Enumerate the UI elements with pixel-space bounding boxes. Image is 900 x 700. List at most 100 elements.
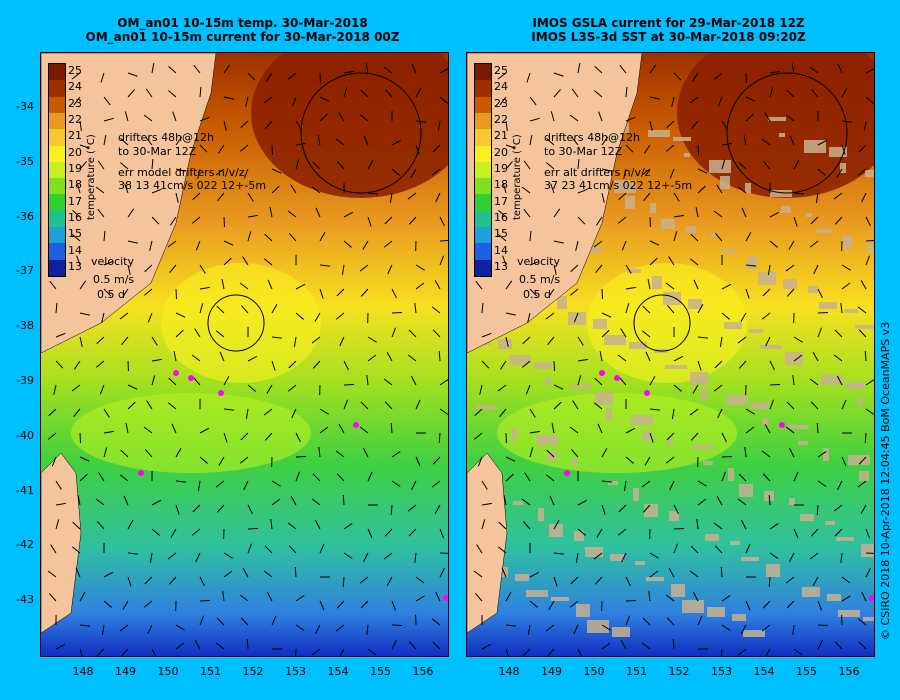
current-arrow	[79, 592, 86, 602]
right-longitude-label: 149	[541, 665, 562, 678]
current-arrow	[127, 72, 138, 77]
current-arrow	[793, 160, 800, 170]
current-arrow	[391, 311, 403, 314]
current-arrow	[363, 135, 369, 146]
current-arrow	[143, 114, 153, 122]
current-arrow	[642, 504, 651, 513]
current-arrow	[335, 624, 345, 632]
current-arrow	[505, 456, 516, 462]
current-arrow	[545, 312, 555, 320]
current-arrow	[175, 136, 183, 146]
current-arrow	[362, 240, 369, 250]
current-arrow	[175, 448, 182, 458]
current-arrow	[390, 504, 393, 516]
current-arrow	[217, 192, 225, 201]
current-arrow	[193, 64, 201, 74]
current-arrow	[721, 471, 727, 482]
cloud-mask	[848, 455, 870, 465]
current-arrow	[502, 183, 507, 194]
right-longitude-label: 154	[753, 665, 775, 678]
current-arrow	[720, 566, 723, 578]
current-arrow	[263, 408, 273, 416]
current-arrow	[697, 360, 702, 371]
left-longitude-label: 150	[157, 665, 179, 678]
current-arrow	[745, 408, 755, 415]
current-arrow	[367, 471, 373, 482]
colorbar-swatch	[475, 145, 491, 163]
current-arrow	[817, 139, 828, 146]
current-arrow	[625, 615, 631, 626]
current-arrow	[312, 473, 321, 482]
current-arrow	[103, 260, 114, 266]
current-arrow	[414, 552, 417, 563]
current-arrow	[673, 192, 680, 202]
current-arrow	[816, 504, 819, 516]
current-arrow	[529, 600, 538, 608]
left-map[interactable]	[40, 52, 449, 657]
current-arrow	[336, 473, 345, 482]
latitude-label: -36	[16, 209, 34, 223]
cloud-mask	[747, 256, 757, 269]
land-mainland	[467, 53, 643, 354]
right-colorbar-tick: 17	[494, 194, 508, 208]
latitude-label: -41	[16, 483, 34, 497]
current-arrow	[577, 648, 583, 656]
current-arrow	[865, 240, 874, 242]
current-arrow	[601, 624, 611, 631]
current-arrow	[79, 473, 88, 482]
current-arrow	[103, 135, 107, 146]
current-arrow	[625, 286, 636, 290]
current-arrow	[689, 96, 699, 104]
colorbar-swatch	[475, 259, 491, 277]
current-arrow	[337, 161, 345, 170]
current-arrow	[529, 117, 540, 122]
current-arrow	[339, 648, 345, 656]
current-arrow	[359, 264, 369, 272]
current-arrow	[407, 354, 417, 362]
current-arrow	[175, 480, 186, 483]
current-arrow	[367, 160, 374, 170]
cloud-mask	[650, 203, 656, 213]
warm-core-eddy	[587, 263, 747, 383]
current-arrow	[769, 522, 779, 530]
cloud-mask	[587, 620, 609, 633]
cloud-mask	[823, 448, 829, 461]
cloud-mask	[570, 385, 592, 389]
current-arrow	[415, 144, 420, 155]
current-arrow	[522, 336, 531, 345]
latitude-label: -43	[16, 593, 34, 607]
latitude-label: -37	[16, 264, 34, 278]
current-arrow	[120, 449, 129, 458]
left-colorbar-tick: 13	[68, 259, 82, 273]
current-arrow	[641, 642, 651, 650]
current-arrow	[550, 111, 555, 122]
current-arrow	[223, 257, 232, 266]
cloud-mask	[663, 292, 681, 305]
current-arrow	[265, 72, 273, 82]
current-arrow	[367, 648, 377, 656]
current-arrow	[665, 282, 675, 290]
current-arrow	[498, 209, 507, 218]
cloud-mask	[572, 458, 578, 465]
current-arrow	[199, 427, 210, 434]
current-arrow	[72, 209, 81, 218]
current-arrow	[192, 192, 201, 201]
cloud-mask	[536, 435, 558, 445]
eddy-streamline	[633, 294, 691, 352]
cloud-mask	[684, 153, 690, 157]
current-arrow	[740, 624, 747, 635]
current-arrow	[171, 423, 177, 434]
left-err-label-2: 38 13 41cm/s 022 12+-5m	[118, 179, 267, 192]
current-arrow	[762, 288, 771, 297]
current-arrow	[144, 264, 153, 273]
right-map[interactable]	[466, 52, 875, 657]
current-arrow	[788, 240, 795, 250]
current-arrow	[145, 88, 153, 98]
current-arrow	[547, 336, 555, 345]
current-arrow	[721, 120, 728, 130]
current-arrow	[594, 90, 603, 98]
current-arrow	[625, 264, 632, 274]
cloud-mask	[595, 392, 613, 405]
current-arrow	[721, 142, 732, 146]
current-arrow	[124, 111, 129, 122]
